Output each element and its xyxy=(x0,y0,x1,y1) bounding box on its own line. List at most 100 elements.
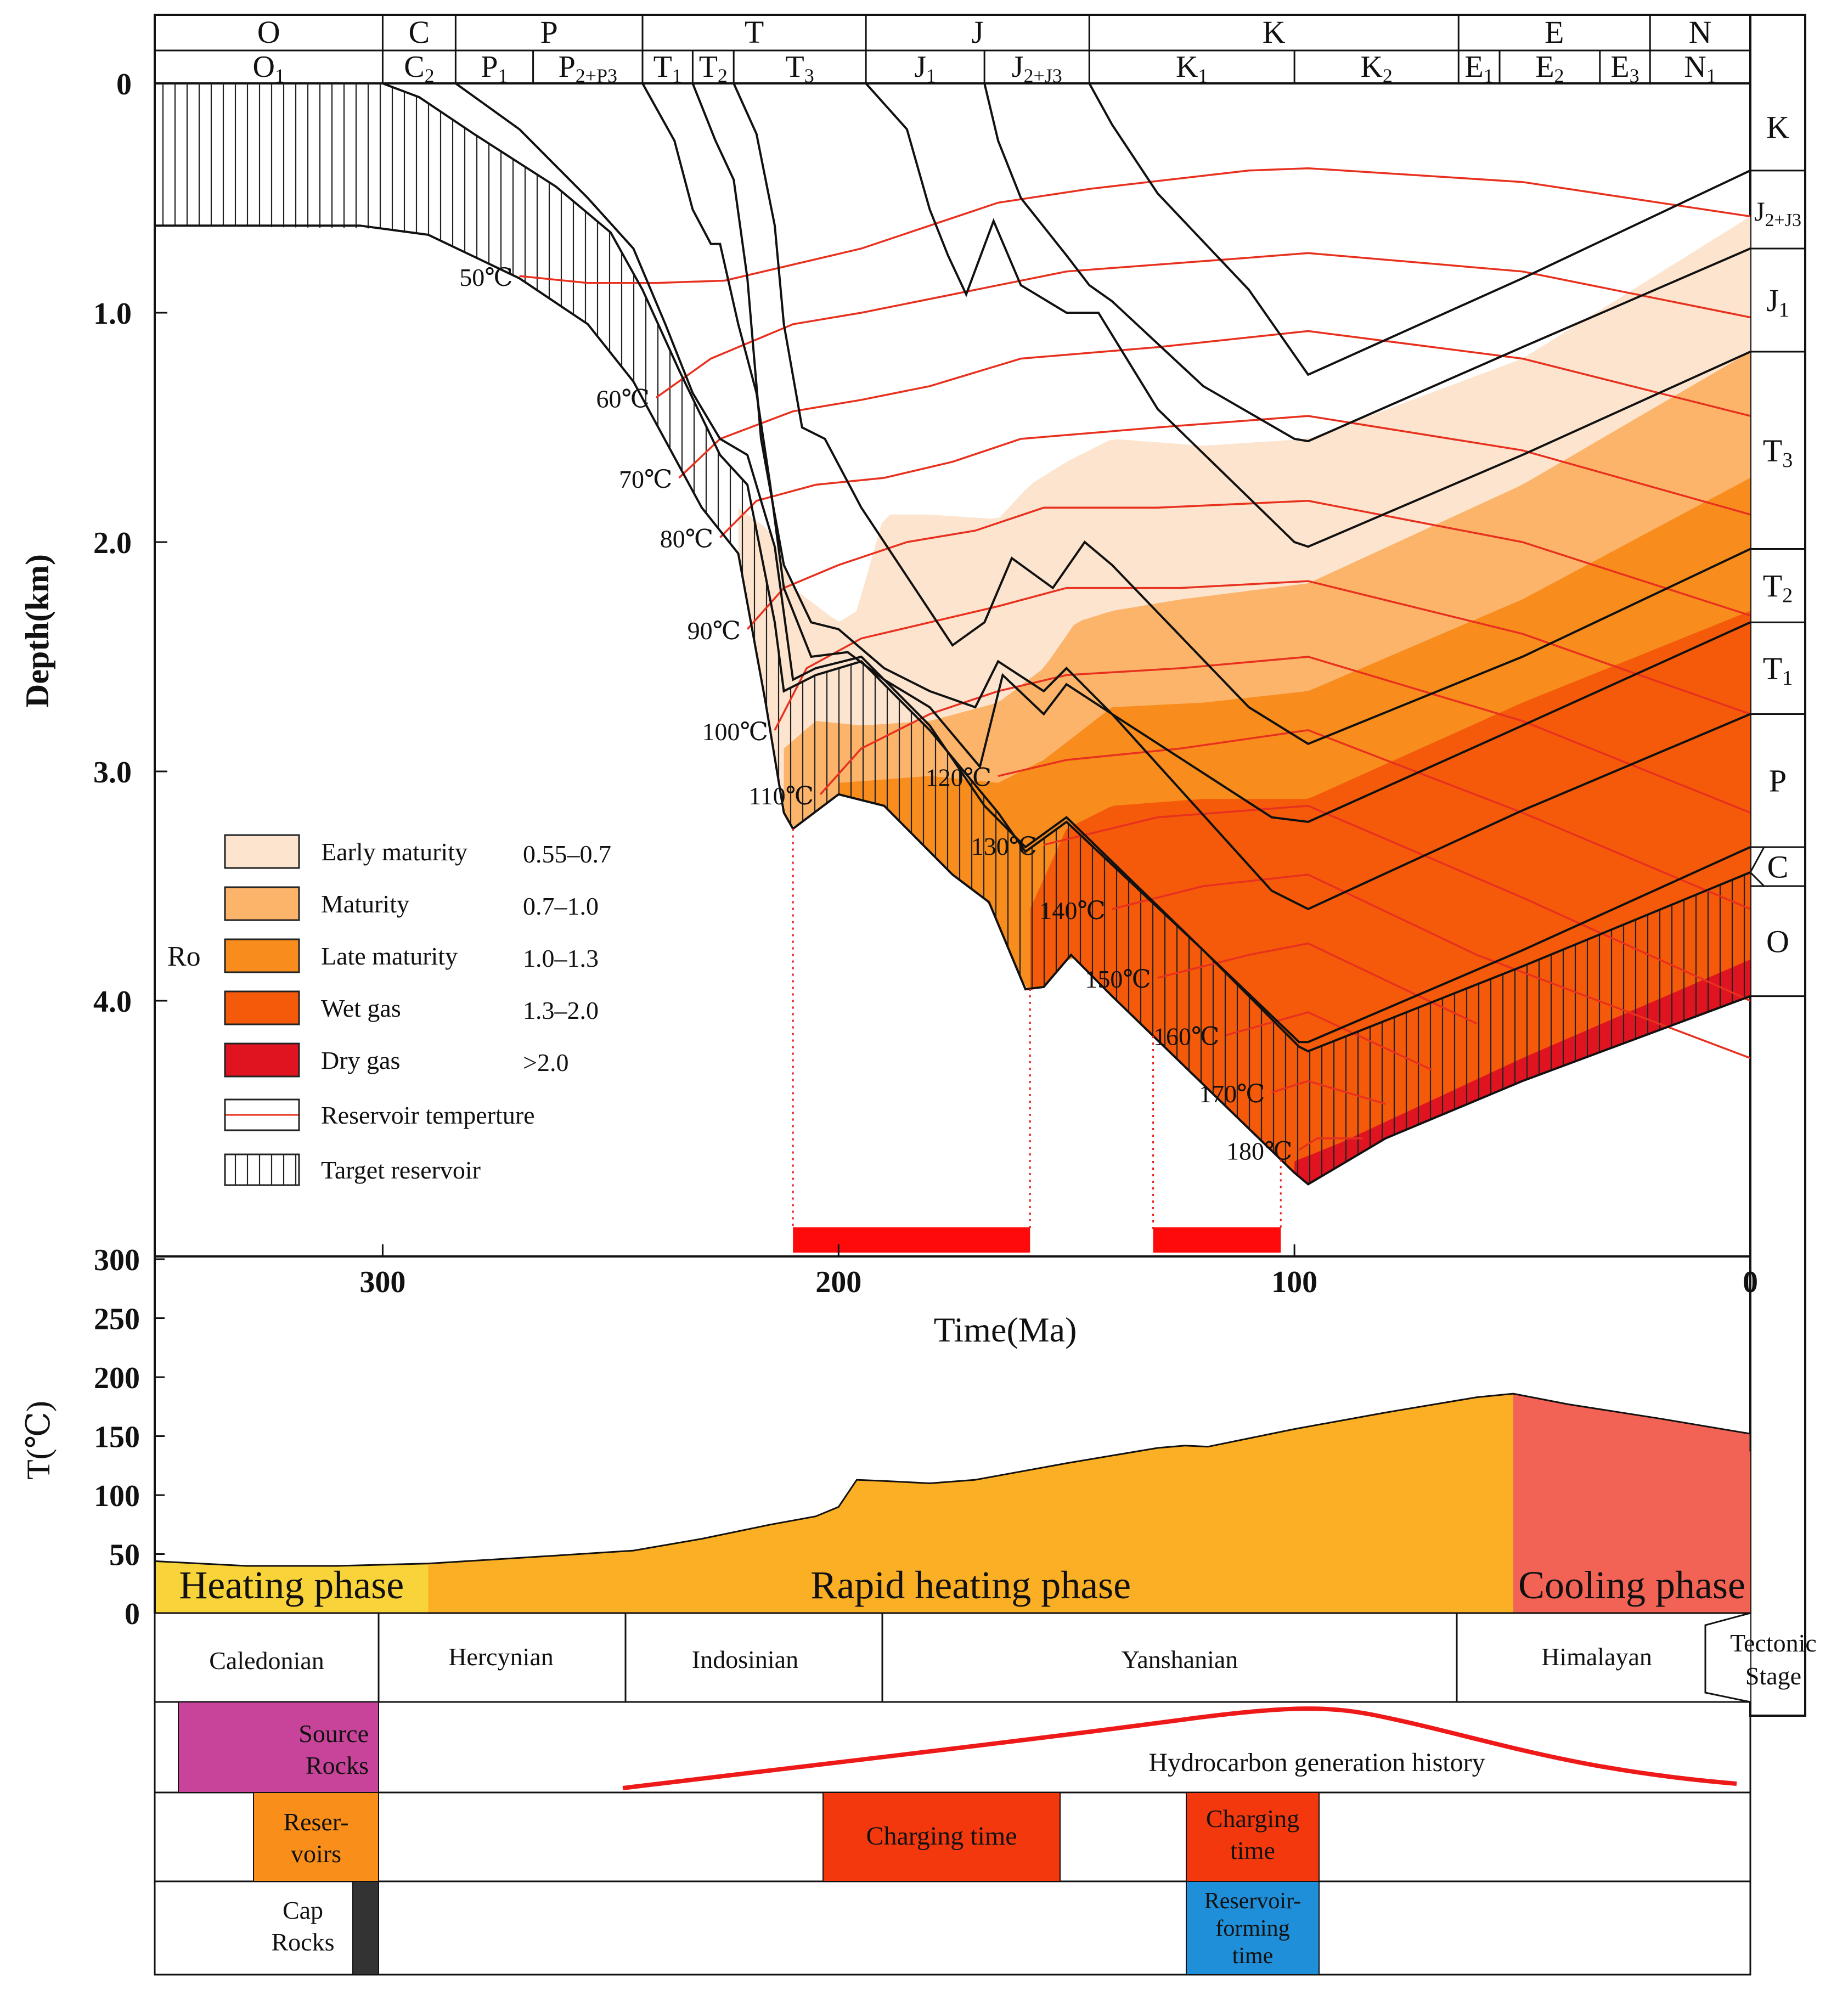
period-C: C xyxy=(409,14,430,50)
target-reservoir xyxy=(155,83,1750,1182)
source-rocks-label: Source Rocks xyxy=(298,1720,369,1779)
burial-curve-6 xyxy=(733,83,1750,746)
stage-yanshanian: Yanshanian xyxy=(1122,1645,1238,1673)
temp-tick-label-2: 100 xyxy=(94,1479,140,1513)
reservoirs-bar xyxy=(253,1792,379,1882)
isotherm-label-10: 140℃ xyxy=(1039,897,1105,924)
temp-phase-1 xyxy=(155,1561,429,1613)
temperature-panel xyxy=(155,1393,1750,1613)
epoch-5: T2 xyxy=(699,50,728,87)
isotherm-label-8: 120℃ xyxy=(926,763,991,791)
legend-label-5: Dry gas xyxy=(321,1046,400,1074)
reservoir-forming-label: Reservoir-forming time xyxy=(1204,1888,1301,1969)
strata-3: T3 xyxy=(1763,433,1793,472)
strata-2: J1 xyxy=(1766,283,1789,322)
burial-curve-9 xyxy=(1088,83,1750,376)
epoch-11: E1 xyxy=(1465,50,1494,87)
legend-swatch-3 xyxy=(224,938,300,973)
time-tick-label-0: 300 xyxy=(359,1265,405,1299)
strata-4: T2 xyxy=(1763,568,1793,607)
isotherm-label-6: 100℃ xyxy=(702,718,768,746)
epoch-12: E2 xyxy=(1535,50,1564,87)
temp-phase-label-1: Heating phase xyxy=(179,1563,404,1607)
time-tick-label-1: 200 xyxy=(815,1265,861,1299)
isotherm-label-14: 180℃ xyxy=(1226,1137,1292,1165)
period-J: J xyxy=(971,14,984,50)
depth-tick-label-2: 2.0 xyxy=(93,526,132,560)
isotherm-label-9: 130℃ xyxy=(971,832,1037,860)
strata-column: K J2+J3 J1 T3 T2 T1 P C O xyxy=(1749,109,1805,997)
epoch-6: T3 xyxy=(786,50,814,87)
isotherm-label-13: 170℃ xyxy=(1199,1080,1265,1108)
burial-curve-3 xyxy=(455,83,1750,1044)
target-reservoir-area xyxy=(155,83,1750,1182)
isotherm-label-11: 150℃ xyxy=(1085,965,1151,993)
isotherm-13 xyxy=(1271,1080,1386,1105)
isotherm-label-12: 160℃ xyxy=(1153,1023,1219,1051)
cap-rocks-bar xyxy=(352,1881,379,1975)
stage-indosinian: Indosinian xyxy=(692,1645,798,1673)
burial-curve-5 xyxy=(691,83,1750,824)
burial-curves xyxy=(155,83,1750,1186)
isotherm-5 xyxy=(746,500,1750,630)
temp-phase-label-3: Cooling phase xyxy=(1518,1563,1745,1607)
legend: Ro Early maturity 0.55–0.7 Maturity 0.7–1.0… xyxy=(167,834,611,1186)
legend-swatch-2 xyxy=(224,886,300,921)
epoch-2: P1 xyxy=(481,50,508,87)
x-axis-title: Time(Ma) xyxy=(934,1310,1077,1349)
tectonic-stage-label: Tectonic Stage xyxy=(1730,1629,1817,1690)
isotherm-3 xyxy=(678,330,1750,479)
hydrocarbon-generation-label: Hydrocarbon generation history xyxy=(1148,1748,1485,1777)
tectonic-stage-row: Caledonian Hercynian Indosinian Yanshani… xyxy=(154,1612,1817,1703)
depth-tick-label-0: 0 xyxy=(116,67,132,102)
source-rocks-bar xyxy=(178,1701,379,1793)
temp-curve xyxy=(155,1393,1750,1567)
y-axis-title: Depth(km) xyxy=(19,554,55,708)
cap-rocks-label: Cap Rocks xyxy=(272,1896,335,1956)
temp-tick-label-3: 150 xyxy=(94,1420,140,1455)
strata-7: C xyxy=(1767,849,1789,884)
stage-caledonian: Caledonian xyxy=(209,1647,324,1675)
hydrocarbon-generation-curve xyxy=(622,1706,1737,1790)
isotherm-labels: 50℃ 60℃ 70℃ 80℃ 90℃ 100℃ 110℃ 120℃ 130℃ 140℃ 150℃ 1… xyxy=(459,263,1292,1165)
legend-range-3: 1.0–1.3 xyxy=(523,944,599,972)
temp-tick-label-4: 200 xyxy=(94,1361,140,1395)
temp-tick-label-0: 0 xyxy=(125,1597,140,1631)
temp-phase-label-2: Rapid heating phase xyxy=(810,1563,1131,1607)
legend-temp-label: Reservoir temperture xyxy=(321,1101,535,1129)
isotherm-11 xyxy=(1157,942,1478,1025)
temp-tick-label-6: 300 xyxy=(94,1243,140,1277)
temp-tick-label-1: 50 xyxy=(109,1538,140,1572)
epoch-1: C2 xyxy=(404,50,434,87)
legend-range-2: 0.7–1.0 xyxy=(523,892,599,920)
legend-reservoir-swatch xyxy=(224,1153,300,1186)
epoch-10: K2 xyxy=(1360,50,1392,87)
temp-tick-label-5: 250 xyxy=(94,1303,140,1337)
isotherm-label-7: 110℃ xyxy=(748,782,814,810)
legend-temp-swatch xyxy=(224,1098,300,1131)
stage-himalayan: Himalayan xyxy=(1541,1643,1652,1671)
strata-0: K xyxy=(1766,109,1789,145)
charging-bar-1 xyxy=(793,1227,1030,1253)
legend-label-4: Wet gas xyxy=(321,994,401,1022)
charging-bar-2 xyxy=(1153,1227,1281,1253)
charging-time-bar-2 xyxy=(1186,1792,1320,1882)
temp-phase-3 xyxy=(1513,1394,1750,1613)
isotherm-label-3: 70℃ xyxy=(619,465,672,493)
burial-curve-2 xyxy=(382,83,1750,1053)
legend-swatch-5 xyxy=(224,1042,300,1078)
depth-tick-label-4: 4.0 xyxy=(93,985,132,1019)
isotherm-label-1: 50℃ xyxy=(459,263,512,291)
isotherm-9 xyxy=(1043,804,1750,1002)
period-N: N xyxy=(1689,14,1712,50)
isotherm-10 xyxy=(1112,873,1750,1059)
isotherm-8 xyxy=(998,729,1750,910)
epoch-0: O1 xyxy=(252,50,284,87)
burial-curve-8 xyxy=(983,83,1750,443)
legend-swatch-1 xyxy=(224,834,300,869)
isotherm-14 xyxy=(1298,1137,1363,1151)
epoch-8: J2+J3 xyxy=(1012,50,1062,87)
period-K: K xyxy=(1263,14,1286,50)
charging-time-label-2: Charging time xyxy=(1206,1805,1299,1864)
